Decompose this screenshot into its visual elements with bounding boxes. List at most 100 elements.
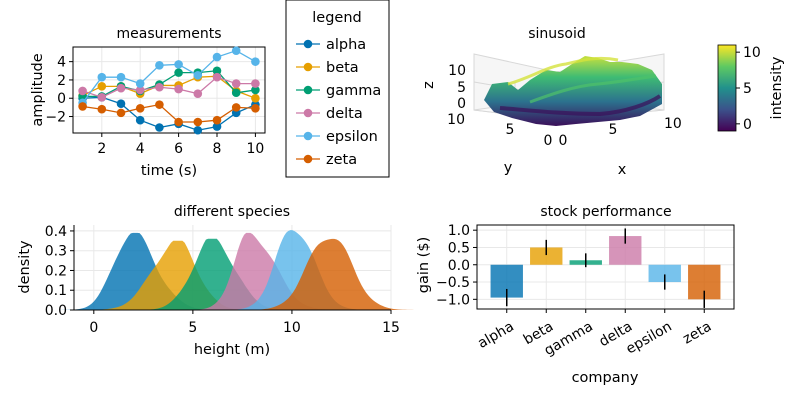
legend-label-epsilon: epsilon [326,129,378,145]
x-tick-label: 6 [174,141,183,157]
density-area-gamma [129,238,305,310]
data-point-zeta [97,104,107,114]
y-ticks: 10 5 0 [447,112,552,149]
stock-performance-chart: stock performance −1.0−0.50.0 0.51.0 alph… [416,204,735,386]
x-tick-label: alpha [475,319,517,352]
density-area-epsilon [219,230,378,310]
legend-marker-delta [303,108,313,118]
series-line-beta [82,75,256,99]
x-tick-label: 10 [246,141,264,157]
legend-title: legend [312,10,361,26]
x-tick-label: zeta [680,319,714,348]
data-point-epsilon [231,46,241,55]
data-point-epsilon [97,72,107,82]
density-area-delta [183,232,351,310]
data-point-beta [97,82,107,91]
data-point-zeta [135,103,145,113]
x-ticks: 0 5 10 15 [89,310,400,336]
data-point-delta [116,83,126,93]
chart-title: measurements [117,26,222,42]
data-point-alpha [155,123,164,132]
x-tick-label: 10 [664,116,682,132]
y-ticks: 0.0 0.1 0.2 0.3 0.4 [45,224,74,319]
y-tick-label: −1.0 [436,292,470,308]
legend-label-beta: beta [326,60,359,76]
y-axis-label: density [17,240,33,294]
y-ticks: −1.0−0.50.0 0.51.0 [436,223,477,308]
data-point-delta [212,72,222,82]
data-point-epsilon [193,71,203,80]
y-tick-label: 1.0 [448,223,470,239]
data-point-delta [174,84,183,94]
legend-label-alpha: alpha [326,37,366,53]
y-axis-label: gain ($) [416,237,432,293]
y-tick-label: 2 [57,73,66,89]
y-axis-label: amplitude [30,53,46,126]
data-point-delta [231,79,241,88]
data-point-beta [251,93,260,103]
data-point-alpha [212,122,222,131]
data-point-zeta [116,108,126,118]
legend-label-delta: delta [326,106,363,122]
density-area-alpha [56,232,232,310]
x-tick-label: 10 [283,320,301,336]
z-tick-label: 10 [448,63,466,79]
z-tick-label: 5 [457,80,466,96]
species-density-chart: different species 0 5 10 15 0.0 0.1 0.2 0.3 0.4… [17,204,422,358]
data-point-zeta [174,117,183,127]
y-tick-label: 0.4 [45,224,67,240]
series-line-gamma [82,70,256,98]
data-point-epsilon [116,72,126,82]
y-tick-label: 0.0 [448,258,470,274]
density-area-zeta [238,238,422,310]
colorbar: 0 5 10 intensity [717,44,785,133]
colorbar-ticks: 0 5 10 [736,45,761,133]
x-tick-label: 5 [609,122,618,138]
data-point-delta [135,85,145,95]
series-group [78,46,260,135]
data-point-zeta [193,117,203,127]
legend-marker-alpha [303,39,313,49]
y-tick-label: 0 [544,133,553,149]
density-area-beta [77,240,261,310]
data-point-delta [251,79,260,88]
data-point-gamma [231,88,241,98]
legend-marker-epsilon [303,131,313,141]
x-tick-label: 0 [89,320,98,336]
z-ticks: 10 5 0 [448,63,466,112]
data-point-zeta [231,103,241,112]
data-point-delta [97,93,107,102]
y-tick-label: 0.3 [45,244,67,260]
bar-beta [530,247,563,265]
data-point-epsilon [155,60,164,70]
data-point-delta [78,86,87,96]
legend-label-zeta: zeta [326,152,357,168]
z-axis-label: z [421,81,437,89]
colorbar-tick-label: 5 [743,81,752,97]
data-point-epsilon [174,60,183,69]
data-point-gamma [174,68,183,77]
series-line-zeta [82,103,256,123]
colorbar-tick-label: 10 [743,45,761,61]
x-tick-label: 0 [559,133,568,149]
surface-trough [499,94,662,117]
data-point-epsilon [135,79,145,88]
chart-title: sinusoid [528,26,586,42]
y-axis-label: y [504,160,513,176]
z-tick-label: 0 [457,96,466,112]
colorbar-label: intensity [769,56,785,119]
series-line-alpha [82,96,256,131]
series-line-delta [82,76,256,99]
legend-marker-beta [303,62,313,72]
surface-ridge [529,74,657,104]
plot-frame [476,224,735,310]
x-tick-label: 15 [382,320,400,336]
x-tick-label: 5 [188,320,197,336]
y-tick-label: 10 [447,112,465,128]
y-tick-label: 0.0 [45,303,67,319]
density-areas [56,230,422,310]
y-tick-label: −0.5 [436,275,470,291]
data-point-gamma [251,85,260,95]
